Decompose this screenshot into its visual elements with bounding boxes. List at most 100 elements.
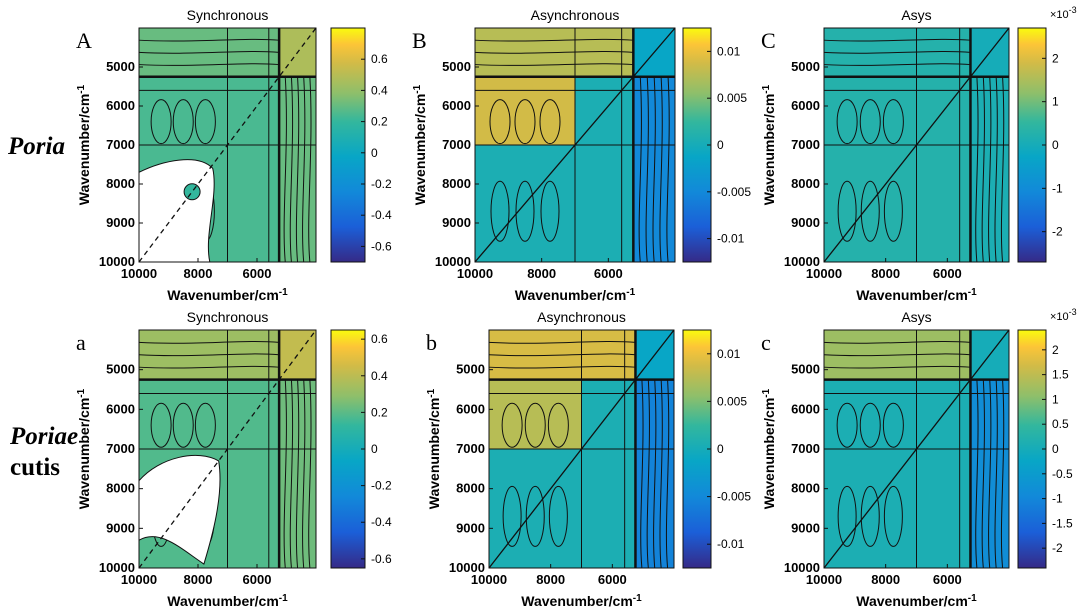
contour-loop: [836, 99, 858, 145]
y-axis-label: Wavenumber/cm-1: [761, 388, 778, 509]
y-tick-label: 8000: [106, 481, 135, 496]
y-tick-label: 10000: [784, 254, 820, 269]
contour-line: [823, 353, 971, 357]
y-tick-label: 10000: [449, 560, 485, 575]
row-label-poriae-text: Poriae: [10, 423, 79, 450]
x-axis-label: Wavenumber/cm-1: [856, 593, 977, 610]
colorbar-tick-label: -0.4: [371, 208, 392, 222]
contour-line: [474, 63, 634, 66]
contour-loop: [837, 485, 857, 547]
x-tick-label: 8000: [536, 572, 565, 587]
panel-letter: A: [76, 28, 92, 53]
diagonal-line: [138, 329, 317, 569]
colorbar-tick-label: -0.01: [717, 537, 745, 551]
colorbar-tick-label: 2: [1052, 343, 1059, 357]
contour-line: [823, 365, 971, 369]
colorbar-tick-label: -0.5: [1052, 467, 1073, 481]
contour-loop: [882, 99, 904, 145]
row-label-poriae-cutis: Poriae cutis: [10, 421, 78, 483]
contour-line: [1000, 379, 1005, 569]
contour-line: [988, 76, 992, 263]
colorbar-tick-label: 0.2: [371, 405, 388, 419]
colorbar-tick-label: 0.005: [717, 91, 747, 105]
y-tick-label: 7000: [791, 441, 820, 456]
diagonal-line: [138, 27, 317, 263]
y-tick-label: 8000: [791, 176, 820, 191]
contour-line: [994, 76, 998, 263]
colorbar-tick-label: 0.2: [371, 115, 388, 129]
contour-loop: [489, 99, 511, 145]
panel-letter: c: [761, 330, 771, 355]
contour-line: [823, 51, 971, 54]
contour-loop: [837, 180, 857, 242]
contour-loop: [882, 402, 904, 448]
contour-loop: [502, 485, 522, 547]
contour-loop: [501, 402, 523, 448]
contour-line: [653, 379, 657, 569]
y-tick-label: 8000: [106, 176, 135, 191]
contour-loop: [860, 485, 880, 547]
x-tick-label: 8000: [184, 572, 213, 587]
colorbar-tick-label: -0.4: [371, 515, 392, 529]
y-tick-label: 5000: [442, 59, 471, 74]
panel-C: 10000 8000 6000 5000 6000 7000 8000 9000 10000 As…: [761, 5, 1077, 303]
colorbar-tick-label: 2: [1052, 51, 1059, 65]
x-tick-label: 10000: [471, 572, 507, 587]
x-axis-label: Wavenumber/cm-1: [515, 287, 636, 304]
y-tick-label: 5000: [791, 362, 820, 377]
colorbar-tick-label: -0.01: [717, 232, 745, 246]
y-tick-label: 7000: [456, 441, 485, 456]
contour-line: [138, 51, 280, 54]
contour-line: [665, 379, 670, 569]
contour-line: [823, 38, 971, 42]
contour-line: [975, 379, 979, 569]
y-tick-label: 6000: [791, 98, 820, 113]
contour-loop: [515, 180, 535, 242]
x-tick-label: 10000: [457, 266, 493, 281]
contour-loop: [883, 180, 903, 242]
contour-loop: [172, 99, 194, 145]
contour-line: [823, 63, 971, 66]
colorbar-tick-label: 0: [717, 138, 724, 152]
contour-line: [659, 76, 663, 263]
colorbar: [1017, 27, 1047, 263]
panel-title: Asys: [901, 7, 931, 23]
panel-title: Synchronous: [187, 7, 269, 23]
masked-region: [138, 454, 221, 565]
y-tick-label: 9000: [442, 215, 471, 230]
y-tick-label: 7000: [106, 137, 135, 152]
colorbar-tick-label: 0.005: [717, 394, 747, 408]
contour-line: [283, 76, 287, 263]
x-tick-label: 6000: [243, 572, 272, 587]
colorbar: [682, 329, 712, 569]
contour-line: [488, 341, 636, 344]
contour-line: [308, 379, 312, 569]
panel-letter: B: [412, 28, 427, 53]
contour-line: [981, 379, 985, 569]
colorbar-tick-label: -0.2: [371, 479, 392, 493]
colorbar: [330, 329, 366, 569]
x-axis-label: Wavenumber/cm-1: [856, 287, 977, 304]
colorbar: [1017, 329, 1047, 569]
contour-loop: [514, 99, 536, 145]
diagonal-line: [488, 329, 675, 569]
contour-loop: [539, 99, 561, 145]
x-tick-label: 8000: [871, 266, 900, 281]
y-tick-label: 10000: [784, 560, 820, 575]
contour-line: [138, 353, 280, 357]
contour-line: [638, 76, 642, 263]
contour-loop: [150, 99, 172, 145]
y-tick-label: 7000: [106, 441, 135, 456]
x-tick-label: 10000: [121, 572, 157, 587]
contour-line: [289, 76, 294, 263]
colorbar-tick-label: -0.6: [371, 239, 392, 253]
heatmap-band-left: [475, 76, 575, 145]
y-tick-label: 6000: [106, 98, 135, 113]
contour-loop: [524, 402, 546, 448]
contour-line: [474, 38, 634, 42]
y-tick-label: 10000: [99, 254, 135, 269]
diagonal-line: [474, 27, 676, 263]
panel-title: Asys: [901, 309, 931, 325]
y-axis-label: Wavenumber/cm-1: [761, 84, 778, 205]
contour-line: [1000, 76, 1005, 263]
